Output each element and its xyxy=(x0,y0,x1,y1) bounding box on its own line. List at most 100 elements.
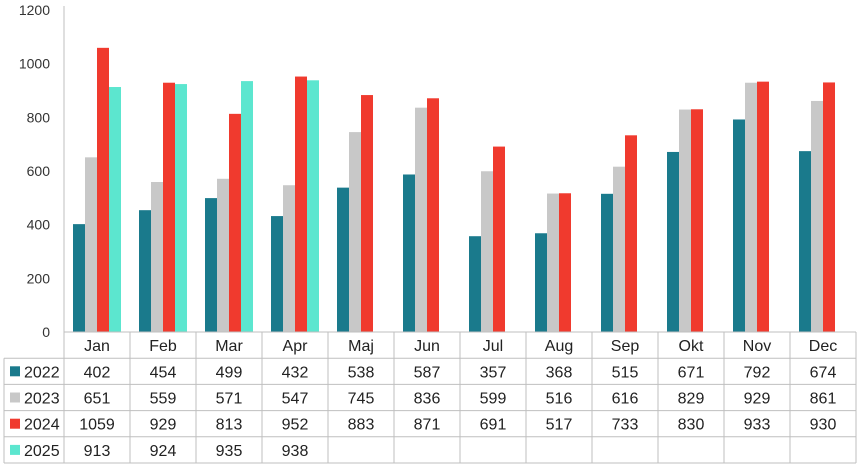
data-label: 499 xyxy=(216,364,243,381)
data-label: 733 xyxy=(612,417,639,434)
bar-2024-Sep xyxy=(625,135,637,332)
bar-2022-Apr xyxy=(271,216,283,332)
x-tick-label: Dec xyxy=(809,338,837,355)
bar-2023-Nov xyxy=(745,82,757,333)
data-label: 745 xyxy=(348,391,375,408)
legend-swatch-2022 xyxy=(10,366,20,377)
y-tick-label: 400 xyxy=(27,217,51,233)
bar-2023-Sep xyxy=(613,166,625,332)
bar-2024-Jul xyxy=(493,146,505,332)
x-tick-label: Jun xyxy=(414,338,440,355)
data-label: 515 xyxy=(612,364,639,381)
y-axis: 0 200 400 600 800 1000 1200 xyxy=(19,2,65,340)
data-label: 952 xyxy=(282,417,309,434)
bar-2023-Maj xyxy=(349,132,361,332)
bar-2023-Aug xyxy=(547,193,559,332)
bar-2022-Feb xyxy=(139,210,151,332)
data-label: 516 xyxy=(546,391,573,408)
data-label: 357 xyxy=(480,364,507,381)
bar-2024-Nov xyxy=(757,81,769,333)
bar-2023-Okt xyxy=(679,109,691,332)
data-label: 587 xyxy=(414,364,441,381)
bar-2022-Nov xyxy=(733,119,745,332)
data-label: 938 xyxy=(282,443,309,460)
data-label: 829 xyxy=(678,391,705,408)
data-label: 402 xyxy=(84,364,111,381)
data-label: 571 xyxy=(216,391,243,408)
data-table: Jan Feb Mar Apr Maj Jun Jul Aug Sep Okt Nov Dec 2022… xyxy=(3,331,857,464)
data-label: 836 xyxy=(414,391,441,408)
data-label: 913 xyxy=(84,443,111,460)
bar-2024-Mar xyxy=(229,113,241,332)
legend-label: 2023 xyxy=(24,391,60,408)
bar-2022-Okt xyxy=(667,151,679,332)
bar-2023-Mar xyxy=(217,178,229,332)
data-label: 454 xyxy=(150,364,177,381)
bar-2024-Maj xyxy=(361,95,373,332)
legend-swatch-2025 xyxy=(10,444,20,455)
bar-2022-Aug xyxy=(535,233,547,332)
legend-label: 2025 xyxy=(24,443,60,460)
y-tick-label: 1200 xyxy=(19,2,50,18)
x-tick-label: Sep xyxy=(611,338,640,355)
legend-swatch-2023 xyxy=(10,392,20,403)
x-tick-label: Mar xyxy=(215,338,243,355)
data-label: 538 xyxy=(348,364,375,381)
y-tick-label: 800 xyxy=(27,109,51,125)
bar-2024-Dec xyxy=(823,82,835,332)
x-tick-label: Apr xyxy=(283,338,309,355)
data-label: 651 xyxy=(84,391,111,408)
data-label: 547 xyxy=(282,391,309,408)
bar-2023-Jun xyxy=(415,107,427,332)
bar-2024-Jan xyxy=(97,47,109,333)
bars xyxy=(73,47,835,333)
bar-2022-Jul xyxy=(469,236,481,332)
x-tick-label: Okt xyxy=(679,338,704,355)
data-label: 599 xyxy=(480,391,507,408)
bar-2022-Maj xyxy=(337,187,349,332)
bar-2022-Mar xyxy=(205,198,217,332)
bar-2023-Apr xyxy=(283,185,295,332)
data-label: 559 xyxy=(150,391,177,408)
bar-2022-Dec xyxy=(799,151,811,332)
bar-2025-Feb xyxy=(175,84,187,332)
data-label: 929 xyxy=(744,391,771,408)
bar-2022-Jun xyxy=(403,174,415,332)
x-tick-label: Feb xyxy=(149,338,177,355)
y-tick-label: 0 xyxy=(42,324,50,340)
x-tick-label: Nov xyxy=(743,338,771,355)
y-tick-label: 1000 xyxy=(19,56,50,72)
legend-swatch-2024 xyxy=(10,418,20,429)
data-label: 691 xyxy=(480,417,507,434)
data-label: 930 xyxy=(810,417,837,434)
bar-2023-Dec xyxy=(811,100,823,332)
y-tick-label: 600 xyxy=(27,163,51,179)
bar-2022-Jan xyxy=(73,224,85,332)
bar-2023-Jan xyxy=(85,157,97,332)
data-label: 813 xyxy=(216,417,243,434)
data-label: 929 xyxy=(150,417,177,434)
data-label: 830 xyxy=(678,417,705,434)
data-label: 924 xyxy=(150,443,177,460)
bar-2024-Aug xyxy=(559,193,571,332)
legend-label: 2022 xyxy=(24,364,60,381)
legend-label: 2024 xyxy=(24,417,60,434)
x-tick-label: Jul xyxy=(483,338,503,355)
data-label: 368 xyxy=(546,364,573,381)
bar-2023-Jul xyxy=(481,171,493,332)
bar-2025-Mar xyxy=(241,81,253,332)
x-tick-label: Jan xyxy=(84,338,110,355)
x-tick-label: Maj xyxy=(348,338,374,355)
bar-2023-Feb xyxy=(151,182,163,332)
bar-2024-Okt xyxy=(691,109,703,333)
data-label: 671 xyxy=(678,364,705,381)
data-label: 935 xyxy=(216,443,243,460)
data-label: 883 xyxy=(348,417,375,434)
bar-2025-Jan xyxy=(109,87,121,333)
bar-2025-Apr xyxy=(307,80,319,332)
data-label: 432 xyxy=(282,364,309,381)
x-tick-label: Aug xyxy=(545,338,573,355)
bar-2024-Apr xyxy=(295,76,307,333)
data-label: 861 xyxy=(810,391,837,408)
data-label: 1059 xyxy=(79,417,115,434)
